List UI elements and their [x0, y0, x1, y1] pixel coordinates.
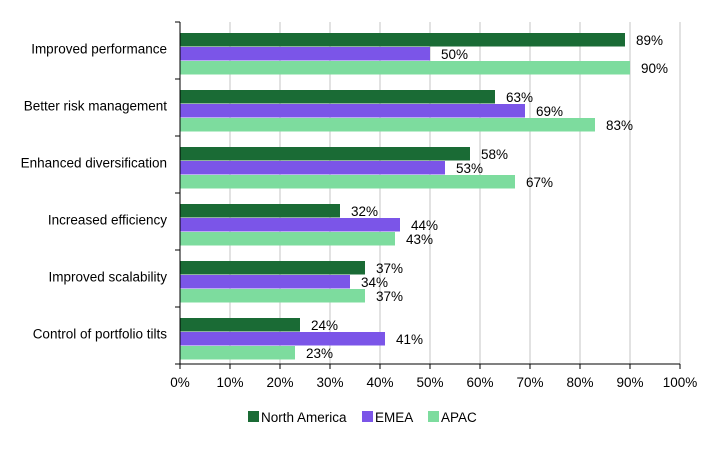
x-tick-label: 100%: [663, 375, 698, 390]
data-label: 41%: [396, 332, 423, 347]
category-label: Control of portfolio tilts: [33, 327, 168, 342]
axes: 0% 10% 20% 30% 40% 50% 60% 70% 80% 90% 100%: [170, 21, 698, 390]
bar: [180, 33, 625, 47]
bar: [180, 118, 595, 132]
data-label: 32%: [351, 204, 378, 219]
category-label: Improved scalability: [48, 270, 167, 285]
legend-label: North America: [261, 410, 347, 425]
category-label: Increased efficiency: [48, 213, 167, 228]
bars: [180, 33, 630, 360]
data-label: 37%: [376, 261, 403, 276]
category-label: Enhanced diversification: [21, 156, 167, 171]
x-tick-label: 0%: [170, 375, 190, 390]
bar: [180, 289, 365, 303]
legend: North America EMEA APAC: [248, 410, 477, 425]
data-label: 83%: [606, 118, 633, 133]
x-tick-label: 80%: [566, 375, 593, 390]
x-tick-label: 70%: [516, 375, 543, 390]
data-label: 37%: [376, 289, 403, 304]
legend-swatch: [428, 411, 439, 422]
bar: [180, 332, 385, 346]
data-label: 63%: [506, 90, 533, 105]
bar: [180, 346, 295, 360]
bar: [180, 90, 495, 104]
bar: [180, 175, 515, 189]
data-label: 67%: [526, 175, 553, 190]
bar: [180, 104, 525, 118]
data-label: 23%: [306, 346, 333, 361]
legend-swatch: [362, 411, 373, 422]
category-label: Better risk management: [24, 99, 168, 114]
data-label: 89%: [636, 33, 663, 48]
data-label: 50%: [441, 47, 468, 62]
bar: [180, 261, 365, 275]
bar: [180, 204, 340, 218]
bar: [180, 232, 395, 246]
data-label: 69%: [536, 104, 563, 119]
x-tick-label: 90%: [616, 375, 643, 390]
legend-label: EMEA: [375, 410, 413, 425]
x-tick-label: 40%: [366, 375, 393, 390]
data-label: 58%: [481, 147, 508, 162]
data-label: 34%: [361, 275, 388, 290]
legend-label: APAC: [441, 410, 477, 425]
x-tick-label: 20%: [266, 375, 293, 390]
x-tick-label: 60%: [466, 375, 493, 390]
data-label: 24%: [311, 318, 338, 333]
gridlines: [229, 22, 681, 364]
bar: [180, 161, 445, 175]
bar: [180, 275, 350, 289]
bar: [180, 318, 300, 332]
data-label: 44%: [411, 218, 438, 233]
bar: [180, 218, 400, 232]
x-tick-label: 50%: [416, 375, 443, 390]
bar: [180, 61, 630, 75]
bar: [180, 147, 470, 161]
category-label: Improved performance: [31, 42, 167, 57]
legend-swatch: [248, 411, 259, 422]
data-label: 53%: [456, 161, 483, 176]
x-tick-label: 30%: [316, 375, 343, 390]
bar: [180, 47, 430, 61]
labels: 89% 50% 90% Improved performance 63%69% 83% Be…: [21, 33, 668, 361]
data-label: 43%: [406, 232, 433, 247]
data-label: 90%: [641, 61, 668, 76]
x-tick-label: 10%: [216, 375, 243, 390]
